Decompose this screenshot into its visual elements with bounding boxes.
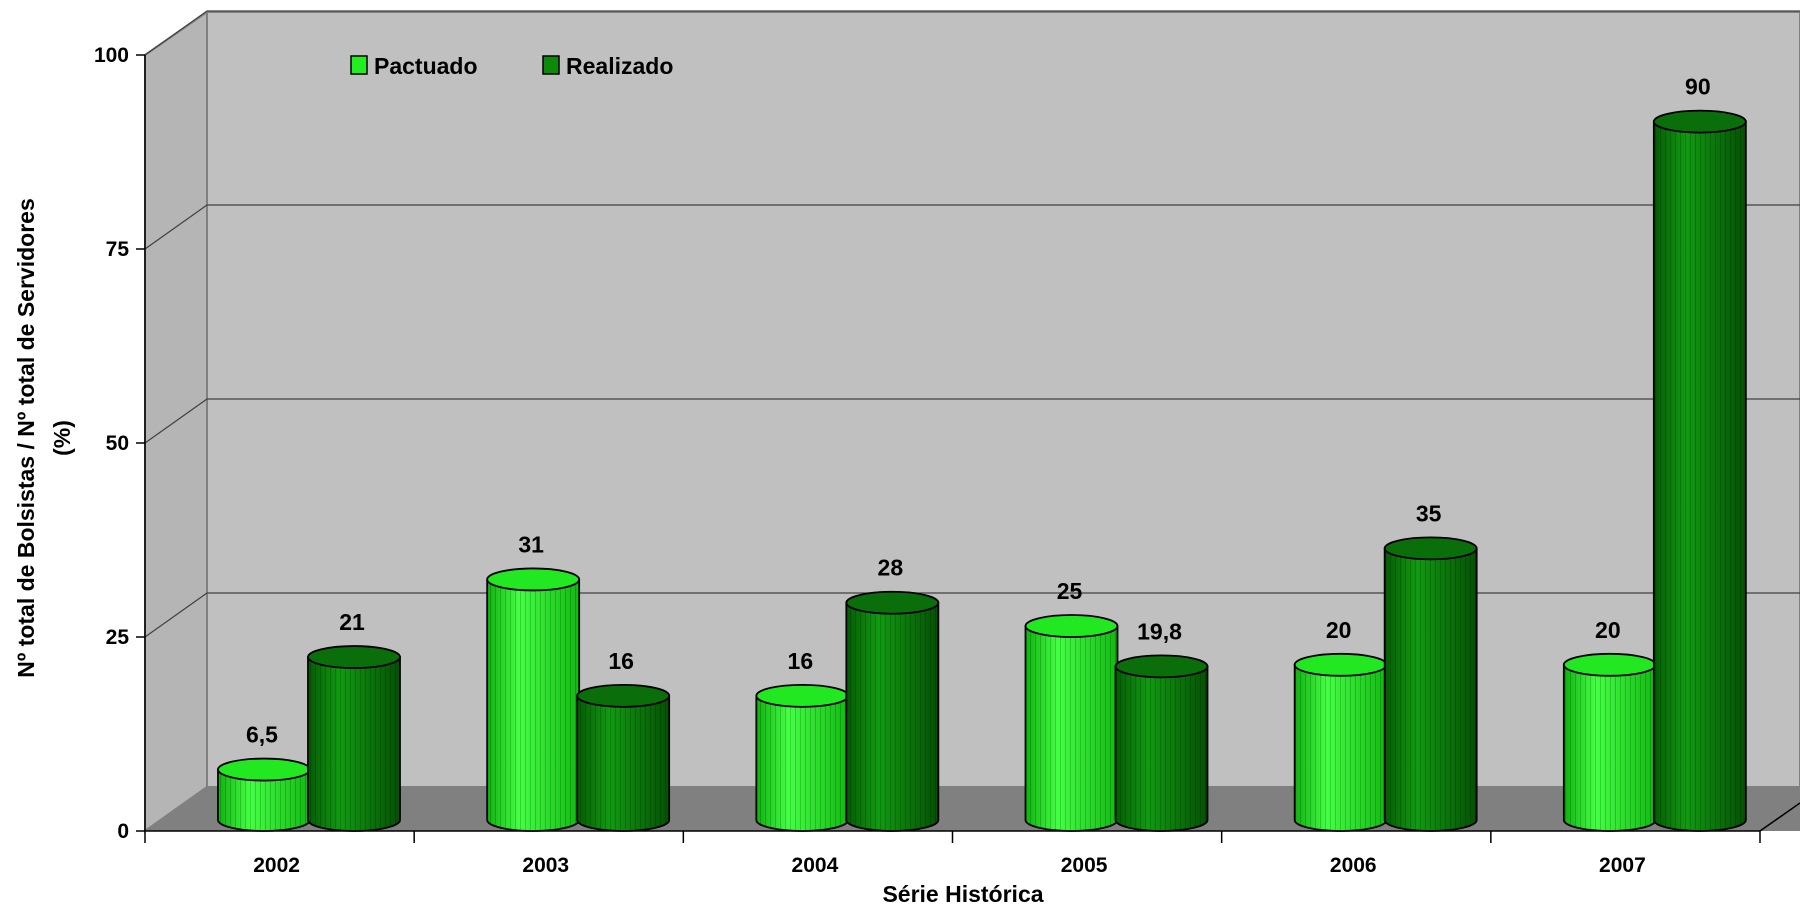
- data-label: 20: [1595, 617, 1621, 643]
- bar-top: [217, 757, 311, 782]
- y-tick-label: 75: [106, 238, 130, 261]
- bar-realizado-2002: [307, 645, 401, 832]
- bar-top: [1024, 614, 1119, 638]
- y-tick-label: 25: [106, 626, 130, 649]
- bar-top: [1383, 536, 1478, 561]
- bar-texture: [1115, 666, 1208, 831]
- data-label: 6,5: [246, 722, 278, 748]
- x-axis-title: Série Histórica: [882, 881, 1043, 907]
- bar-top: [486, 567, 581, 592]
- y-ticks: 0 25 50 75 100: [94, 44, 145, 843]
- data-label: 16: [788, 648, 814, 674]
- gridlines: [144, 10, 1800, 638]
- data-label: 90: [1685, 74, 1711, 100]
- bar-realizado-2006: [1383, 536, 1478, 832]
- x-tick-label-2005: 2005: [1061, 854, 1108, 877]
- legend-label-realizado: Realizado: [566, 53, 673, 79]
- y-tick-label: 0: [117, 820, 129, 843]
- bar-texture: [1384, 548, 1477, 831]
- y-tick-label: 100: [94, 44, 129, 67]
- bar-top: [307, 645, 401, 669]
- bar-texture: [1563, 664, 1656, 831]
- bar-top: [576, 683, 671, 708]
- bar-pactuado-2006: [1293, 652, 1388, 832]
- bar-texture: [846, 602, 939, 831]
- data-label: 25: [1057, 578, 1083, 604]
- bar-texture: [756, 695, 849, 831]
- x-tick-label-2006: 2006: [1330, 854, 1377, 877]
- bar-top: [1293, 652, 1388, 677]
- data-label: 35: [1416, 500, 1442, 526]
- gridline-side-50: [144, 398, 208, 444]
- bar-texture: [218, 769, 310, 831]
- x-tick-label-2007: 2007: [1599, 854, 1646, 877]
- x-tick-label-2002: 2002: [253, 854, 300, 877]
- data-label: 31: [518, 531, 544, 557]
- bar-realizado-2007: [1652, 109, 1747, 832]
- gridline-side-100: [144, 10, 208, 56]
- legend-swatch-realizado: [542, 55, 560, 75]
- data-label: 20: [1326, 617, 1352, 643]
- bar-pactuado-2003: [486, 567, 581, 832]
- bar-top: [1114, 654, 1209, 679]
- y-tick-label: 50: [106, 432, 129, 455]
- data-label: 28: [878, 555, 904, 581]
- bar-texture: [1294, 664, 1387, 831]
- x-tick-label-2004: 2004: [792, 854, 839, 877]
- gridline-side-75: [144, 204, 208, 250]
- bar-top: [1652, 109, 1747, 134]
- bar-top: [755, 683, 850, 708]
- bar-texture: [1025, 626, 1118, 831]
- bar-pactuado-2002: [217, 757, 311, 832]
- x-ticks: 2002 2003 2004 2005 2006 2007: [144, 831, 1761, 877]
- data-label: 16: [608, 648, 634, 674]
- data-label: 19,8: [1137, 618, 1182, 644]
- bar-texture: [308, 657, 400, 831]
- gridline-side-25: [144, 592, 208, 638]
- value-labels: 6,5 21 31 16 16 28 25 19,8 20 35 20 90: [246, 74, 1711, 748]
- bar-realizado-2003: [576, 683, 671, 832]
- x-axis-depth-line: [1759, 802, 1800, 832]
- bar-realizado-2004: [845, 590, 940, 832]
- bar-pactuado-2004: [755, 683, 850, 832]
- legend-swatch-pactuado: [350, 55, 368, 75]
- bar-pactuado-2005: [1024, 614, 1119, 832]
- bar-texture: [487, 579, 580, 831]
- bar-texture: [1653, 121, 1746, 832]
- bar-top: [1562, 652, 1657, 677]
- x-tick-label-2003: 2003: [522, 854, 569, 877]
- y-axis-title: Nº total de Bolsistas / Nº total de Serv…: [13, 198, 39, 677]
- bar-top: [845, 590, 940, 615]
- bar-realizado-2005: [1114, 654, 1209, 832]
- data-label: 21: [339, 609, 365, 635]
- bar-pactuado-2007: [1562, 652, 1657, 832]
- bars: [217, 109, 1747, 832]
- bar-texture: [577, 695, 670, 831]
- y-axis-title-unit: (%): [49, 420, 75, 456]
- legend: Pactuado Realizado: [350, 53, 673, 79]
- legend-label-pactuado: Pactuado: [374, 53, 478, 79]
